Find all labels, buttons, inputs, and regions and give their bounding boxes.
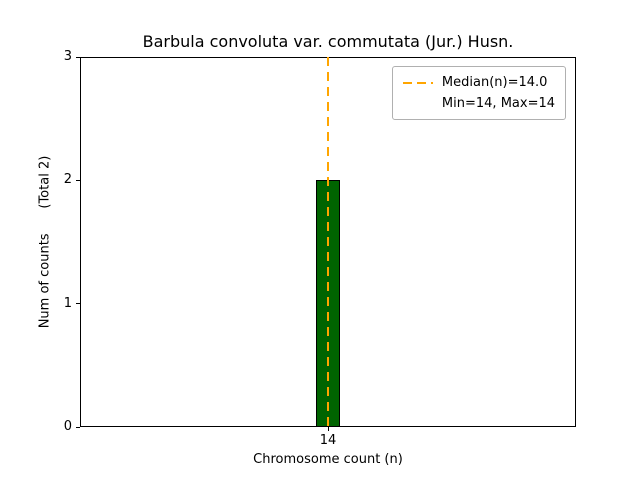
x-tick-label: 14 (319, 433, 337, 448)
y-tick-mark (76, 56, 80, 58)
y-tick-mark (76, 426, 80, 428)
x-tick-mark (327, 427, 329, 431)
y-tick-label: 0 (63, 419, 72, 434)
legend: Median(n)=14.0 Min=14, Max=14 (391, 66, 566, 120)
median-line (327, 57, 329, 427)
y-tick-label: 2 (63, 172, 72, 188)
legend-label-median: Median(n)=14.0 (441, 75, 548, 90)
legend-entry-minmax: Min=14, Max=14 (403, 95, 555, 112)
y-tick-mark (76, 303, 80, 305)
y-tick-mark (76, 179, 80, 181)
y-tick-label: 1 (63, 295, 72, 311)
legend-swatch-spacer (403, 103, 433, 105)
x-axis-label: Chromosome count (n) (253, 452, 403, 467)
legend-entry-median: Median(n)=14.0 (402, 74, 555, 91)
chart-title: Barbula convoluta var. commutata (Jur.) … (142, 32, 514, 51)
y-tick-label: 3 (63, 49, 72, 64)
plot-area: Median(n)=14.0 Min=14, Max=14 (80, 57, 576, 427)
legend-label-minmax: Min=14, Max=14 (441, 96, 555, 111)
median-dashed-line-swatch (402, 81, 433, 84)
